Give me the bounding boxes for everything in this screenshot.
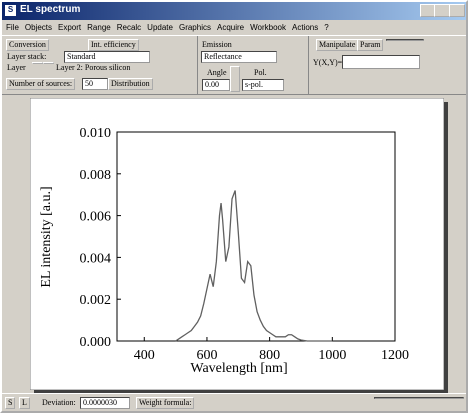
conversion-button[interactable]: Conversion (6, 39, 49, 51)
x-axis-label: Wavelength [nm] (190, 361, 287, 376)
x-tick-label: 800 (259, 348, 280, 363)
layer-prev[interactable] (32, 62, 43, 64)
menu-item[interactable]: Objects (24, 23, 53, 32)
emission-dropdown[interactable]: Reflectance (201, 51, 277, 63)
angle-label: Angle (207, 68, 227, 77)
int-efficiency-button[interactable]: Int. efficiency (88, 39, 139, 51)
y-tick-label: 0.002 (80, 293, 112, 308)
weight-formula-field[interactable] (374, 397, 464, 399)
menu-item[interactable]: File (6, 23, 19, 32)
deviation-label: Deviation: (42, 398, 76, 407)
sources-field[interactable]: 50 (82, 78, 108, 90)
x-tick-label: 1200 (381, 348, 409, 363)
window-title: EL spectrum (20, 4, 81, 15)
y-axis-label: EL intensity [a.u.] (39, 186, 54, 287)
weight-formula-button[interactable]: Weight formula: (136, 397, 195, 409)
y-tick-label: 0.000 (80, 335, 112, 350)
pol-label: Pol. (254, 68, 267, 77)
menu-item[interactable]: Graphics (178, 23, 211, 32)
formula-label: Y(X,Y)= (313, 58, 343, 67)
pol-dropdown[interactable]: s-pol. (242, 79, 284, 91)
angle-field[interactable]: 0.00 (202, 79, 230, 91)
menu-item[interactable]: ? (324, 23, 329, 32)
layer-stack-label: Layer stack: (7, 52, 47, 61)
y-tick-label: 0.008 (80, 168, 112, 183)
layer-next[interactable] (43, 62, 54, 64)
l-button[interactable]: L (19, 397, 30, 409)
layer-stack-field[interactable]: Standard (64, 51, 150, 63)
deviation-field: 0.0000030 (80, 397, 130, 409)
plot-frame (116, 131, 396, 342)
x-tick-label: 1000 (318, 348, 346, 363)
close-button[interactable] (449, 4, 465, 17)
layer-value: Layer 2: Porous silicon (56, 63, 131, 72)
menu-item[interactable]: Export (58, 23, 82, 32)
menu-bar: File Objects Export Range Recalc Update Graphi… (6, 23, 335, 33)
param-button[interactable]: Param (357, 39, 384, 51)
menu-item[interactable]: Recalc (116, 23, 142, 32)
emission-label: Emission (202, 40, 232, 49)
chart: Wavelength [nm] EL intensity [a.u.] 0.00… (30, 98, 444, 390)
x-tick-label: 600 (196, 348, 217, 363)
menu-item[interactable]: Update (147, 23, 173, 32)
distribution-button[interactable]: Distribution (108, 78, 153, 90)
y-tick-label: 0.004 (80, 251, 112, 266)
formula-field[interactable] (342, 55, 420, 69)
data-line (175, 190, 333, 342)
title-bar: S EL spectrum (2, 2, 466, 20)
menu-item[interactable]: Range (87, 23, 111, 32)
s-button[interactable]: S (5, 397, 16, 409)
menu-item[interactable]: Actions (291, 23, 319, 32)
menu-item[interactable]: Acquire (216, 23, 245, 32)
sources-button[interactable]: Number of sources: (6, 78, 76, 90)
param-field[interactable] (386, 39, 424, 41)
maximize-button[interactable] (434, 4, 450, 17)
manipulate-button[interactable]: Manipulate (316, 39, 359, 51)
layer-label: Layer (7, 63, 26, 72)
menu-item[interactable]: Workbook (250, 23, 286, 32)
status-bar: S L Deviation: 0.0000030 Weight formula: (2, 393, 466, 411)
x-tick-label: 400 (134, 348, 155, 363)
y-tick-label: 0.010 (80, 126, 112, 141)
angle-spinner[interactable] (230, 66, 240, 92)
y-tick-label: 0.006 (80, 210, 112, 225)
